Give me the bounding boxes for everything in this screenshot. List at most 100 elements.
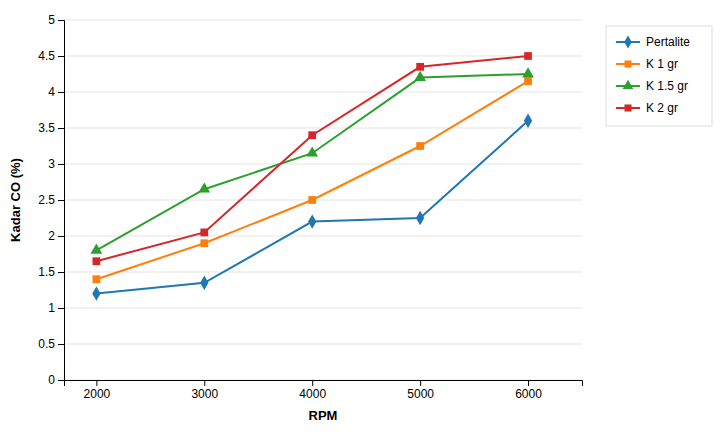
- series: [93, 52, 532, 265]
- x-axis-tick-mark: [204, 380, 205, 386]
- y-axis-tick-label: 0: [48, 373, 55, 387]
- y-axis-tick-label: 4.5: [38, 49, 55, 63]
- y-axis-tick-label: 2: [48, 229, 55, 243]
- grid-line: [64, 92, 582, 93]
- y-axis-tick: 1.5: [38, 265, 64, 279]
- legend-marker: [624, 35, 632, 48]
- series-marker: [524, 114, 532, 128]
- x-axis-tick-mark: [312, 380, 313, 386]
- x-axis-tick: 2000: [84, 380, 111, 401]
- series-marker: [200, 239, 208, 247]
- x-axis-tick: 5000: [407, 380, 434, 401]
- y-axis-tick: 4.5: [38, 49, 64, 63]
- legend-item: K 2 gr: [616, 101, 678, 115]
- series-line: [96, 56, 528, 261]
- x-axis-tick-mark: [96, 380, 97, 386]
- grid-line: [64, 344, 582, 345]
- x-axis-line: [65, 381, 583, 387]
- y-axis-tick-mark: [58, 344, 64, 345]
- chart: 2000 3000 4000 5000 6000 0 0.5 1 1.5 2 2.5 3 3.5 4 4.5…: [0, 0, 722, 432]
- y-axis-tick-label: 4: [48, 85, 55, 99]
- series-marker: [93, 257, 101, 265]
- series-marker: [416, 142, 424, 150]
- series-marker: [416, 63, 424, 71]
- series: [90, 67, 533, 254]
- legend-label: K 1.5 gr: [646, 79, 688, 93]
- series-marker: [92, 286, 100, 300]
- y-axis-tick: 2.5: [38, 193, 64, 207]
- series-marker: [524, 77, 532, 85]
- legend-item: K 1 gr: [616, 57, 678, 71]
- grid-line: [64, 272, 582, 273]
- x-axis-tick-label: 2000: [84, 387, 111, 401]
- series: [92, 114, 532, 301]
- legend-label: K 2 gr: [646, 101, 678, 115]
- y-axis-tick: 0.5: [38, 337, 64, 351]
- grid-line: [64, 308, 582, 309]
- grid-line: [64, 164, 582, 165]
- y-axis-tick-mark: [58, 272, 64, 273]
- x-axis-tick-mark: [420, 380, 421, 386]
- y-axis-tick: 1: [48, 301, 64, 315]
- legend-frame: [606, 26, 712, 126]
- series: [93, 77, 532, 283]
- y-axis-tick-mark: [58, 56, 64, 57]
- y-axis-tick-label: 1: [48, 301, 55, 315]
- series-marker: [416, 211, 424, 225]
- series-marker: [200, 229, 208, 237]
- x-axis: 2000 3000 4000 5000 6000: [65, 380, 583, 401]
- x-axis-tick: 6000: [515, 380, 542, 401]
- series-marker: [308, 196, 316, 204]
- series-marker: [308, 214, 316, 228]
- grid-line: [64, 236, 582, 237]
- y-axis-tick: 3: [48, 157, 64, 171]
- y-axis-title: Kadar CO (%): [8, 158, 23, 242]
- y-axis-tick-mark: [58, 308, 64, 309]
- legend-label: Pertalite: [646, 35, 690, 49]
- series-marker: [90, 244, 102, 254]
- y-axis-tick-label: 5: [48, 13, 55, 27]
- grid-line: [64, 200, 582, 201]
- series-marker: [524, 52, 532, 60]
- y-axis-tick-label: 3: [48, 157, 55, 171]
- series-line: [96, 74, 528, 250]
- y-axis-tick-mark: [58, 92, 64, 93]
- x-axis-tick-mark: [528, 380, 529, 386]
- x-axis-tick: 4000: [299, 380, 326, 401]
- series-marker: [522, 67, 534, 77]
- legend-item: Pertalite: [616, 35, 690, 49]
- legend-marker: [624, 60, 631, 67]
- legend: Pertalite K 1 gr K 1.5 gr K 2 gr: [606, 26, 712, 126]
- y-axis-tick-label: 1.5: [38, 265, 55, 279]
- x-axis-tick-label: 4000: [299, 387, 326, 401]
- plot-area: 2000 3000 4000 5000 6000 0 0.5 1 1.5 2 2.5 3 3.5 4 4.5…: [8, 13, 583, 423]
- series-marker: [198, 182, 210, 192]
- series-marker: [93, 275, 101, 283]
- grid-line: [64, 56, 582, 57]
- grid-line: [64, 20, 582, 21]
- y-axis-tick-mark: [58, 128, 64, 129]
- y-axis-tick: 4: [48, 85, 64, 99]
- y-axis-tick-label: 2.5: [38, 193, 55, 207]
- y-axis-tick-mark: [58, 236, 64, 237]
- legend-item: K 1.5 gr: [616, 79, 688, 93]
- y-axis-tick-mark: [58, 200, 64, 201]
- series-marker: [306, 146, 318, 156]
- y-axis-tick-mark: [58, 380, 64, 381]
- series-line: [96, 121, 528, 294]
- legend-label: K 1 gr: [646, 57, 678, 71]
- x-axis-tick-label: 6000: [515, 387, 542, 401]
- legend-marker: [624, 104, 631, 111]
- y-axis-tick: 5: [48, 13, 64, 27]
- y-axis-tick: 2: [48, 229, 64, 243]
- y-axis-tick: 3.5: [38, 121, 64, 135]
- x-axis-title: RPM: [309, 408, 338, 423]
- y-axis-line: [58, 21, 65, 381]
- series-marker: [200, 276, 208, 290]
- legend-marker: [623, 80, 634, 89]
- series-marker: [414, 71, 426, 81]
- y-axis-tick: 0: [48, 373, 64, 387]
- x-axis-tick-label: 5000: [407, 387, 434, 401]
- y-axis: 0 0.5 1 1.5 2 2.5 3 3.5 4 4.5 5: [38, 13, 64, 387]
- x-axis-tick: 3000: [191, 380, 218, 401]
